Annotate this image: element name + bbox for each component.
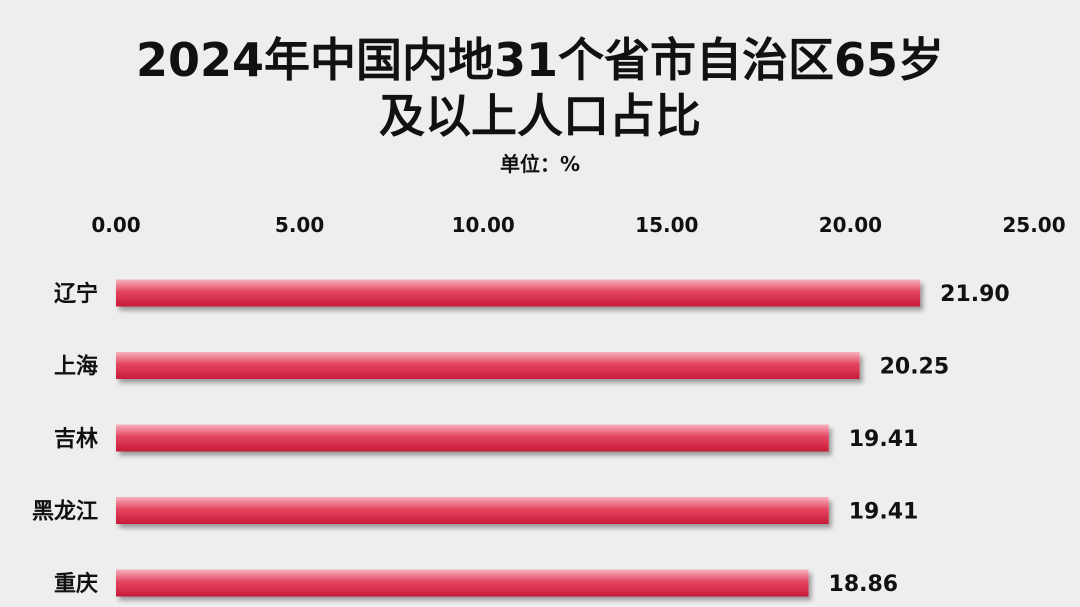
x-tick-label: 20.00: [819, 213, 882, 237]
x-tick-label: 0.00: [91, 213, 140, 237]
x-tick-label: 15.00: [635, 213, 698, 237]
unit-label: 单位：%: [499, 152, 581, 176]
value-label: 18.86: [829, 572, 899, 597]
chart-title-line-1: 2024年中国内地31个省市自治区65岁: [135, 33, 945, 87]
value-label: 19.41: [849, 500, 919, 525]
category-label: 吉林: [54, 426, 98, 452]
category-label: 黑龙江: [32, 500, 98, 525]
value-label: 21.90: [940, 282, 1010, 307]
bars: 辽宁 21.90 上海 20.25 吉林 19.41 黑龙江 19.41 重庆 18.86: [32, 279, 1010, 597]
x-axis-ticks: 0.00 5.00 10.00 15.00 20.00 25.00: [91, 213, 1065, 237]
bar: [116, 279, 921, 307]
bar: [116, 424, 829, 452]
category-label: 辽宁: [54, 281, 98, 307]
bar: [116, 569, 809, 597]
chart-title-line-2: 及以上人口占比: [379, 89, 701, 143]
category-label: 重庆: [54, 571, 98, 597]
bar: [116, 352, 860, 379]
x-tick-label: 5.00: [275, 213, 324, 237]
value-label: 20.25: [880, 355, 950, 380]
x-tick-label: 10.00: [452, 213, 515, 237]
category-label: 上海: [54, 354, 98, 380]
value-label: 19.41: [849, 427, 919, 452]
bar: [116, 497, 829, 524]
x-tick-label: 25.00: [1002, 213, 1065, 237]
